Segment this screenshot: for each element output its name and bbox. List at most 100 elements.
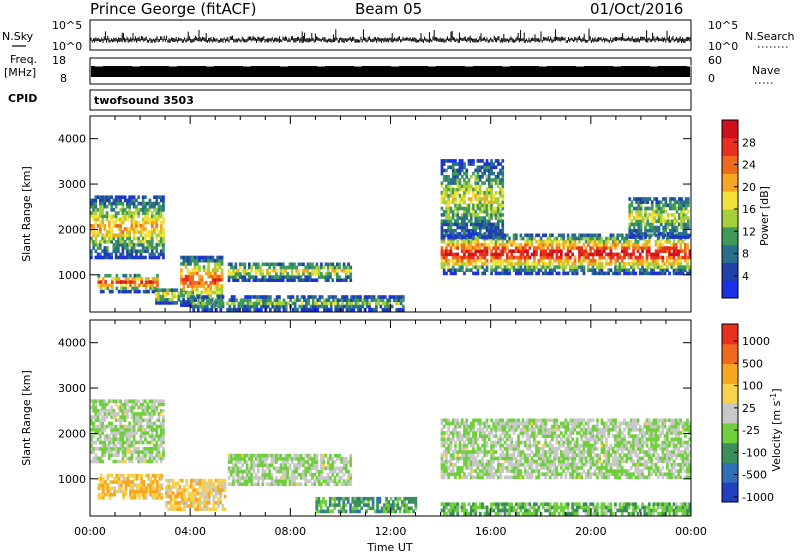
power-cell	[124, 273, 128, 278]
velocity-cell	[153, 443, 156, 448]
velocity-cell	[257, 469, 260, 474]
power-cell	[135, 289, 139, 294]
power-cell	[335, 265, 339, 270]
power-cell	[669, 232, 672, 236]
velocity-cell	[108, 412, 111, 416]
velocity-cell	[217, 504, 220, 508]
power-cell	[395, 295, 398, 299]
power-cell	[245, 272, 249, 276]
velocity-cell	[158, 477, 162, 481]
velocity-cell	[101, 431, 104, 435]
power-cell	[587, 243, 590, 247]
power-cell	[287, 295, 290, 299]
power-cell	[338, 265, 341, 270]
power-cell	[157, 214, 161, 219]
power-cell	[467, 184, 471, 189]
power-cell	[528, 239, 532, 244]
power-cell	[341, 301, 344, 306]
power-cell	[656, 255, 660, 260]
power-cell	[652, 255, 656, 260]
velocity-cell	[203, 491, 207, 496]
power-cell	[681, 268, 685, 272]
velocity-cell	[259, 460, 262, 464]
power-cell	[157, 217, 161, 222]
power-cell	[454, 243, 457, 247]
power-cell	[126, 201, 129, 206]
velocity-cell	[232, 453, 235, 458]
power-cell	[184, 255, 188, 260]
power-cell	[635, 222, 638, 227]
power-cell	[126, 230, 129, 234]
velocity-cell	[142, 496, 146, 500]
power-cell	[168, 297, 172, 302]
power-cell	[474, 232, 478, 236]
power-cell	[186, 293, 190, 298]
power-cell	[113, 277, 116, 281]
power-cell	[96, 208, 100, 212]
power-cell	[335, 275, 339, 279]
power-cell	[501, 235, 505, 239]
power-cell	[483, 181, 487, 185]
power-cell	[678, 200, 681, 204]
velocity-cell	[293, 482, 296, 486]
power-cell	[454, 168, 457, 173]
velocity-cell	[245, 469, 249, 474]
power-cell	[150, 214, 154, 219]
power-cell	[235, 307, 238, 312]
velocity-cell	[94, 399, 98, 403]
power-cell	[90, 239, 93, 244]
power-cell	[186, 284, 190, 288]
power-cell	[133, 277, 137, 281]
power-cell	[478, 206, 482, 211]
power-cell	[474, 225, 478, 230]
power-cell	[359, 295, 362, 299]
velocity-cell	[297, 472, 301, 477]
power-cell	[467, 178, 471, 182]
velocity-cell	[148, 424, 152, 429]
power-cell	[254, 272, 258, 276]
velocity-cell	[203, 482, 207, 486]
velocity-cell	[157, 447, 161, 451]
power-cell	[499, 265, 502, 269]
power-cell	[311, 262, 314, 267]
power-cell	[211, 268, 215, 272]
power-cell	[243, 262, 247, 267]
velocity-cell	[268, 453, 271, 458]
velocity-cell	[94, 456, 98, 461]
power-cell	[596, 239, 599, 244]
power-cell	[331, 268, 335, 273]
power-cell	[105, 217, 109, 222]
power-cell	[254, 262, 258, 267]
power-colorbar-tick-label: 28	[742, 136, 756, 149]
power-cell	[591, 262, 595, 266]
velocity-cell	[140, 473, 143, 478]
velocity-cell	[223, 488, 227, 492]
power-cell	[589, 252, 592, 257]
power-cell	[539, 268, 543, 272]
power-cell	[460, 243, 464, 247]
velocity-cell	[126, 434, 129, 438]
velocity-cell	[286, 453, 289, 458]
power-cell	[191, 271, 195, 276]
power-cell	[625, 233, 629, 238]
power-cell	[463, 209, 466, 214]
power-cell	[526, 233, 529, 238]
velocity-cell	[106, 473, 110, 478]
power-cell	[96, 195, 100, 199]
power-cell	[182, 258, 186, 263]
power-cell	[110, 252, 113, 257]
power-cell	[119, 233, 122, 238]
power-cell	[460, 222, 464, 227]
power-cell	[499, 190, 502, 195]
power-cell	[650, 229, 654, 233]
power-cell	[496, 197, 500, 201]
power-cell	[370, 298, 374, 302]
power-cell	[684, 235, 688, 239]
power-cell	[293, 265, 296, 270]
velocity-cell	[146, 424, 149, 429]
power-cell	[149, 286, 152, 291]
power-cell	[193, 268, 197, 272]
velocity-cell	[243, 460, 247, 464]
power-cell	[117, 227, 120, 231]
power-cell	[94, 201, 98, 206]
